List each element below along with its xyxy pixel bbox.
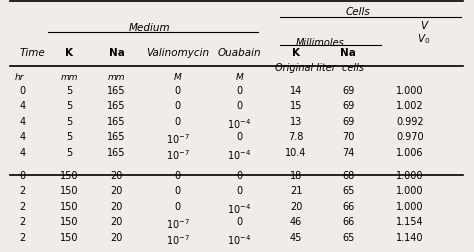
Text: 0: 0: [175, 170, 181, 180]
Text: 5: 5: [66, 85, 73, 95]
Text: V: V: [420, 21, 427, 31]
Text: 1.000: 1.000: [396, 201, 424, 211]
Text: 0: 0: [237, 132, 242, 142]
Text: 7.8: 7.8: [288, 132, 304, 142]
Text: 0: 0: [237, 185, 242, 196]
Text: 0: 0: [175, 201, 181, 211]
Text: 20: 20: [110, 216, 123, 227]
Text: 21: 21: [290, 185, 302, 196]
Text: M: M: [174, 73, 182, 82]
Text: 65: 65: [342, 232, 354, 242]
Text: 1.154: 1.154: [396, 216, 424, 227]
Text: $10^{-4}$: $10^{-4}$: [227, 232, 252, 246]
Text: 150: 150: [60, 201, 79, 211]
Text: 4: 4: [19, 147, 26, 158]
Text: 2: 2: [19, 232, 26, 242]
Text: 0: 0: [237, 101, 242, 111]
Text: 165: 165: [107, 132, 126, 142]
Text: 20: 20: [290, 201, 302, 211]
Text: 2: 2: [19, 185, 26, 196]
Text: Cells: Cells: [345, 7, 370, 17]
Text: 1.002: 1.002: [396, 101, 424, 111]
Text: 0.970: 0.970: [396, 132, 424, 142]
Text: 20: 20: [110, 232, 123, 242]
Text: 46: 46: [290, 216, 302, 227]
Text: 0: 0: [175, 185, 181, 196]
Text: $10^{-7}$: $10^{-7}$: [166, 216, 190, 230]
Text: 4: 4: [19, 132, 26, 142]
Text: 150: 150: [60, 216, 79, 227]
Text: 4: 4: [19, 101, 26, 111]
Text: 165: 165: [107, 85, 126, 95]
Text: 0: 0: [237, 85, 242, 95]
Text: Millimoles: Millimoles: [295, 38, 344, 48]
Text: 20: 20: [110, 201, 123, 211]
Text: 1.000: 1.000: [396, 170, 424, 180]
Text: 1.000: 1.000: [396, 85, 424, 95]
Text: 18: 18: [290, 170, 302, 180]
Text: 2: 2: [19, 216, 26, 227]
Text: 165: 165: [107, 101, 126, 111]
Text: 5: 5: [66, 116, 73, 126]
Text: 68: 68: [342, 170, 354, 180]
Text: 20: 20: [110, 185, 123, 196]
Text: mm: mm: [61, 73, 78, 82]
Text: 2: 2: [19, 201, 26, 211]
Text: 165: 165: [107, 116, 126, 126]
Text: 20: 20: [110, 170, 123, 180]
Text: $10^{-7}$: $10^{-7}$: [166, 147, 190, 161]
Text: Valinomycin: Valinomycin: [146, 47, 210, 57]
Text: 10.4: 10.4: [285, 147, 307, 158]
Text: 0: 0: [19, 85, 26, 95]
Text: Na: Na: [109, 47, 124, 57]
Text: 65: 65: [342, 185, 354, 196]
Text: 69: 69: [342, 116, 354, 126]
Text: 15: 15: [290, 101, 302, 111]
Text: $10^{-4}$: $10^{-4}$: [227, 116, 252, 130]
Text: 45: 45: [290, 232, 302, 242]
Text: 0: 0: [175, 116, 181, 126]
Text: Na: Na: [340, 47, 356, 57]
Text: 69: 69: [342, 85, 354, 95]
Text: Ouabain: Ouabain: [218, 47, 261, 57]
Text: 69: 69: [342, 101, 354, 111]
Text: mm: mm: [108, 73, 125, 82]
Text: 13: 13: [290, 116, 302, 126]
Text: 70: 70: [342, 132, 354, 142]
Text: 5: 5: [66, 132, 73, 142]
Text: 4: 4: [19, 116, 26, 126]
Text: M: M: [236, 73, 243, 82]
Text: 66: 66: [342, 216, 354, 227]
Text: 0: 0: [237, 216, 242, 227]
Text: $10^{-7}$: $10^{-7}$: [166, 132, 190, 146]
Text: $10^{-4}$: $10^{-4}$: [227, 201, 252, 215]
Text: 0: 0: [19, 170, 26, 180]
Text: 66: 66: [342, 201, 354, 211]
Text: 1.140: 1.140: [396, 232, 424, 242]
Text: 5: 5: [66, 101, 73, 111]
Text: 5: 5: [66, 147, 73, 158]
Text: 150: 150: [60, 170, 79, 180]
Text: $V_0$: $V_0$: [417, 33, 430, 46]
Text: 0.992: 0.992: [396, 116, 424, 126]
Text: $10^{-4}$: $10^{-4}$: [227, 147, 252, 161]
Text: 150: 150: [60, 232, 79, 242]
Text: 0: 0: [175, 101, 181, 111]
Text: 74: 74: [342, 147, 354, 158]
Text: $10^{-7}$: $10^{-7}$: [166, 232, 190, 246]
Text: 0: 0: [237, 170, 242, 180]
Text: K: K: [292, 47, 300, 57]
Text: 150: 150: [60, 185, 79, 196]
Text: K: K: [65, 47, 73, 57]
Text: hr: hr: [15, 73, 24, 82]
Text: Original liter  cells: Original liter cells: [275, 62, 364, 72]
Text: Time: Time: [19, 47, 46, 57]
Text: 1.000: 1.000: [396, 185, 424, 196]
Text: 165: 165: [107, 147, 126, 158]
Text: 14: 14: [290, 85, 302, 95]
Text: 1.006: 1.006: [396, 147, 424, 158]
Text: 0: 0: [175, 85, 181, 95]
Text: Medium: Medium: [129, 23, 170, 33]
